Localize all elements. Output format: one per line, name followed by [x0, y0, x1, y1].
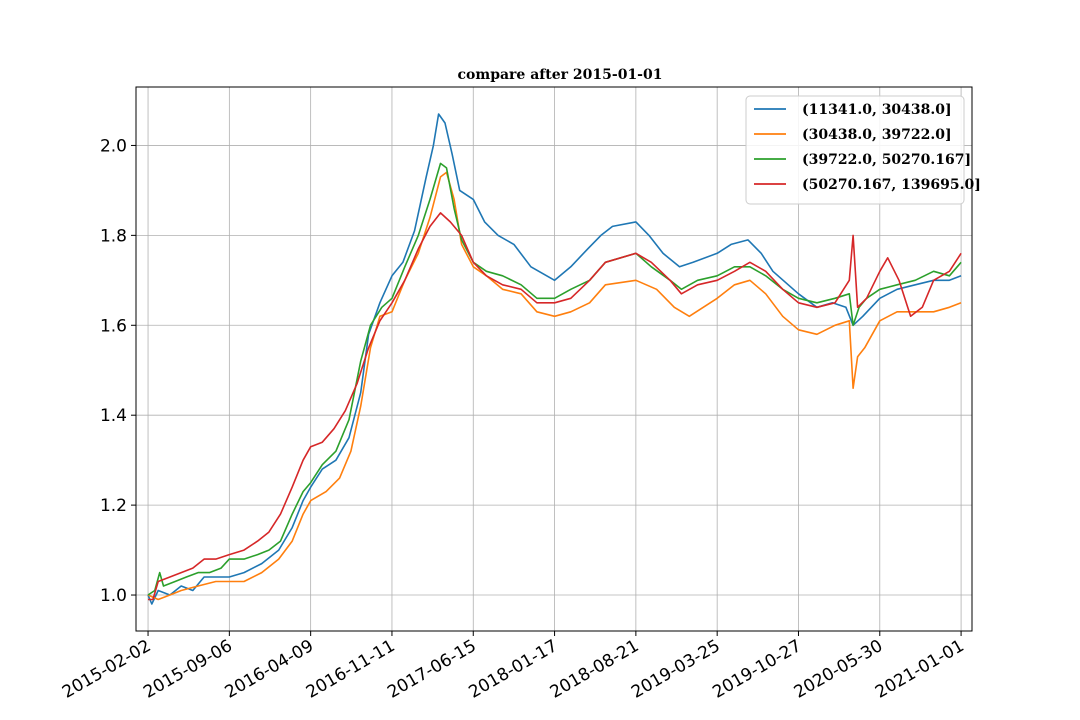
y-tick-label: 2.0: [100, 136, 127, 156]
x-tick-label: 2020-05-30: [791, 636, 887, 703]
x-tick-label: 2017-06-15: [384, 636, 480, 703]
y-tick-label: 1.4: [100, 406, 127, 426]
plot-frame: [135, 86, 973, 632]
x-tick-label: 2018-01-17: [466, 636, 562, 703]
y-tick-label: 1.8: [100, 226, 127, 246]
series-line-1: [147, 113, 962, 605]
legend-label: (39722.0, 50270.167]: [802, 152, 971, 168]
grid-lines: [136, 87, 972, 631]
y-axis-ticks: 1.0 1.2 1.4 1.6 1.8 2.0: [100, 136, 136, 606]
x-tick-label: 2016-04-09: [222, 636, 318, 703]
legend-label: (50270.167, 139695.0]: [802, 177, 981, 193]
series-line-4: [148, 212, 962, 601]
legend: (11341.0, 30438.0] (30438.0, 39722.0] (397…: [745, 95, 981, 205]
legend-box: [745, 95, 965, 205]
y-tick-label: 1.2: [100, 496, 127, 516]
y-tick-label: 1.0: [100, 586, 127, 606]
series-line-2: [147, 171, 962, 601]
x-tick-label: 2016-11-11: [303, 636, 399, 703]
series-lines: [147, 113, 962, 605]
y-tick-label: 1.6: [100, 316, 127, 336]
x-tick-label: 2019-03-25: [628, 636, 724, 703]
legend-label: (30438.0, 39722.0]: [802, 127, 952, 143]
x-tick-label: 2015-02-02: [59, 636, 155, 703]
x-tick-label: 2019-10-27: [709, 636, 805, 703]
legend-label: (11341.0, 30438.0]: [802, 102, 952, 118]
x-tick-label: 2015-09-06: [140, 636, 236, 703]
chart-title: compare after 2015-01-01: [458, 67, 663, 83]
x-axis-ticks: 2015-02-022015-09-062016-04-092016-11-11…: [59, 631, 968, 703]
x-tick-label: 2021-01-01: [872, 636, 968, 703]
x-tick-label: 2018-08-21: [547, 636, 643, 703]
